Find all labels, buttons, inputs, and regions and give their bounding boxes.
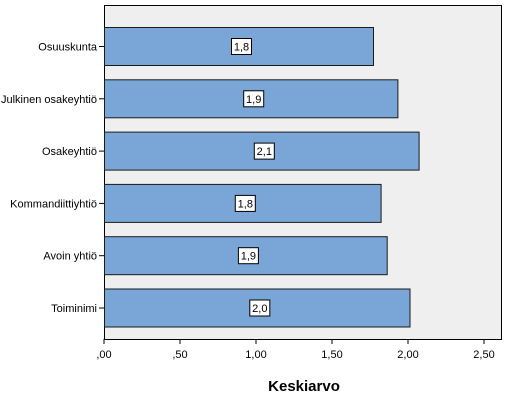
data-label-box [243, 90, 265, 108]
bars-group [104, 27, 420, 328]
data-label: 2,0 [252, 303, 267, 315]
x-axis: ,00 ,50 1,00 1,50 2,00 2,50 [96, 339, 495, 361]
data-labels-group: 1,8 1,9 2,1 1,8 1,9 2,0 [231, 38, 275, 317]
x-tick-label: ,00 [96, 349, 111, 361]
category-label: Avoin yhtiö [43, 251, 97, 263]
x-tick-label: ,50 [172, 349, 187, 361]
category-label: Osakeyhtiö [42, 146, 97, 158]
category-label: Toiminimi [51, 303, 97, 315]
x-tick-label: 2,00 [397, 349, 418, 361]
data-label: 1,9 [241, 251, 256, 263]
x-tick-label: 2,50 [473, 349, 494, 361]
x-axis-title: Keskiarvo [268, 378, 340, 395]
x-tick-label: 1,00 [245, 349, 266, 361]
category-axis: Osuuskunta Julkinen osakeyhtiö Osakeyhtiö K… [1, 42, 104, 315]
category-label: Osuuskunta [38, 42, 98, 54]
data-label-box [249, 299, 271, 317]
data-label: 2,1 [257, 146, 272, 158]
data-label: 1,8 [234, 42, 249, 54]
data-label-box [237, 247, 259, 265]
category-label: Kommandiittiyhtiö [10, 198, 97, 210]
data-label-box [234, 194, 256, 212]
data-label-box [253, 142, 275, 160]
data-label: 1,8 [238, 198, 253, 210]
data-label: 1,9 [246, 94, 261, 106]
x-tick-label: 1,50 [321, 349, 342, 361]
data-label-box [231, 38, 252, 55]
category-label: Julkinen osakeyhtiö [1, 94, 97, 106]
